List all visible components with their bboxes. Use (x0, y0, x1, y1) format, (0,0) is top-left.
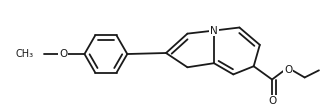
Text: N: N (210, 26, 218, 36)
Text: O: O (284, 65, 292, 75)
Text: O: O (59, 49, 67, 59)
Text: CH₃: CH₃ (15, 49, 34, 59)
Text: O: O (268, 96, 276, 106)
